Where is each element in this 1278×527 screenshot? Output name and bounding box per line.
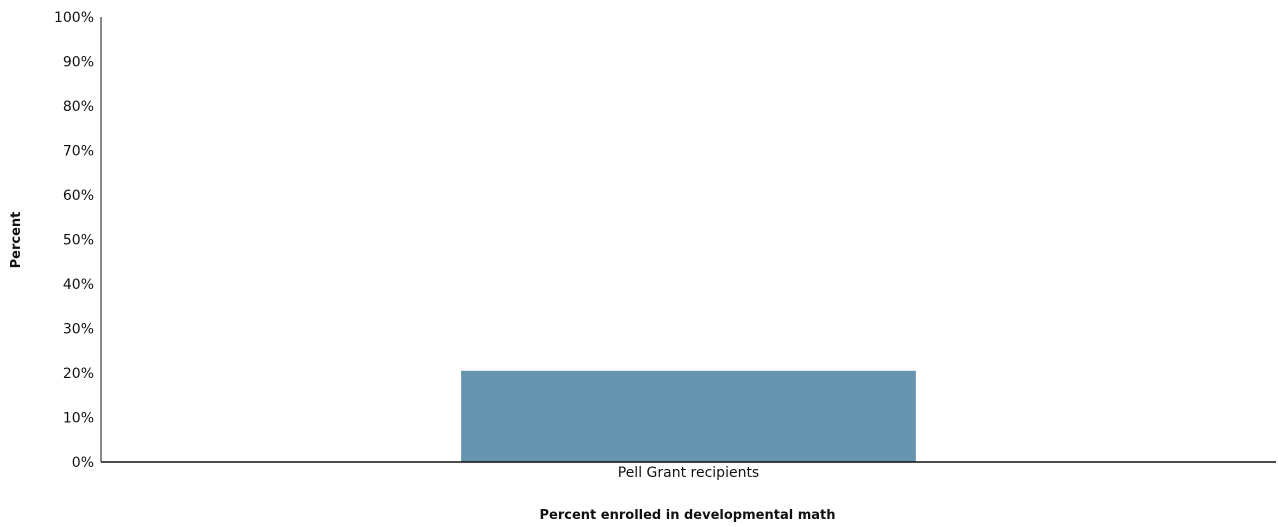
- y-tick-label: 30%: [63, 322, 94, 338]
- y-tick-label: 50%: [63, 233, 94, 249]
- y-tick-label: 0%: [72, 455, 94, 471]
- y-axis-title: Percent: [9, 212, 24, 269]
- y-tick-label: 60%: [63, 188, 94, 204]
- x-axis-category-labels: Pell Grant recipients: [618, 465, 759, 481]
- y-tick-label: 80%: [63, 99, 94, 115]
- bars: [461, 370, 916, 462]
- y-tick-label: 20%: [63, 366, 94, 382]
- y-tick-label: 70%: [63, 144, 94, 160]
- y-tick-label: 40%: [63, 277, 94, 293]
- x-tick-label: Pell Grant recipients: [618, 465, 759, 481]
- y-tick-label: 90%: [63, 55, 94, 71]
- y-tick-label: 10%: [63, 411, 94, 427]
- x-axis-title: Percent enrolled in developmental math: [540, 508, 836, 523]
- y-axis-ticks: 0% 10% 20% 30% 40% 50% 60% 70% 80% 90% 100%: [54, 10, 94, 471]
- bar: [461, 370, 916, 462]
- y-tick-label: 100%: [54, 10, 94, 26]
